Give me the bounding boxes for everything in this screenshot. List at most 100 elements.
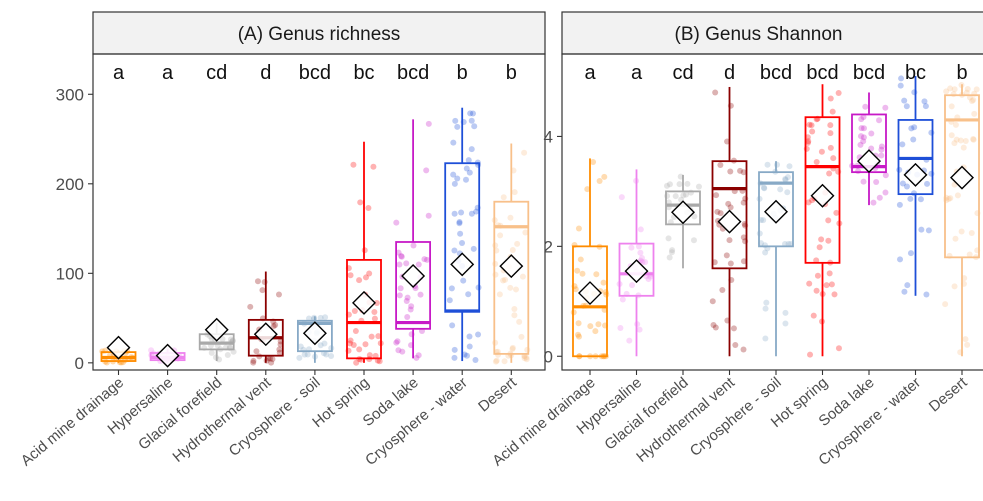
- significance-letter: bcd: [853, 62, 885, 84]
- panel-title: Genus richness: [268, 24, 400, 45]
- data-point: [882, 189, 889, 196]
- data-point: [774, 161, 781, 168]
- mean-marker: [204, 317, 229, 342]
- data-point: [301, 351, 308, 358]
- data-point: [522, 229, 529, 236]
- data-point: [397, 285, 404, 292]
- x-tick-label: Cryosphere - soil: [226, 374, 324, 460]
- data-point: [962, 336, 969, 343]
- data-point: [719, 286, 726, 293]
- data-point: [945, 196, 952, 203]
- data-point: [951, 283, 958, 290]
- data-point: [740, 258, 747, 265]
- data-point: [462, 176, 469, 183]
- significance-letter: cd: [206, 62, 227, 84]
- data-point: [261, 278, 268, 285]
- box: [572, 245, 608, 358]
- data-point: [714, 208, 721, 215]
- data-point: [396, 261, 403, 268]
- box: [395, 241, 432, 330]
- data-point: [818, 148, 825, 155]
- data-point: [227, 336, 234, 343]
- data-point: [366, 352, 373, 359]
- data-point: [595, 321, 602, 328]
- data-point: [276, 349, 283, 356]
- panel-border: [561, 53, 983, 371]
- data-point: [827, 95, 834, 102]
- data-point: [497, 232, 504, 239]
- mean-marker: [671, 200, 695, 225]
- data-point: [727, 260, 734, 267]
- significance-letter: cd: [672, 62, 693, 84]
- data-point: [828, 281, 835, 288]
- data-point: [948, 103, 955, 110]
- data-point: [408, 303, 415, 310]
- data-point: [322, 314, 329, 321]
- data-point: [511, 305, 518, 312]
- data-point: [403, 298, 410, 305]
- data-point: [629, 282, 636, 289]
- data-point: [224, 352, 231, 359]
- data-point: [356, 277, 363, 284]
- data-point: [507, 214, 514, 221]
- data-point: [807, 351, 814, 358]
- significance-letter: b: [956, 62, 967, 84]
- data-point: [943, 88, 950, 95]
- data-point: [964, 86, 971, 93]
- data-point: [254, 278, 261, 285]
- significance-letter: d: [724, 62, 735, 84]
- data-point: [664, 182, 671, 189]
- data-point: [587, 323, 594, 330]
- data-point: [399, 348, 406, 355]
- facet-strip-title: (A) Genus richness: [238, 24, 401, 45]
- data-point: [968, 230, 975, 237]
- data-point: [901, 288, 908, 295]
- data-point: [818, 236, 825, 243]
- data-point: [317, 342, 324, 349]
- data-point: [470, 245, 477, 252]
- data-point: [970, 136, 977, 143]
- data-point: [868, 130, 875, 137]
- data-point: [782, 176, 789, 183]
- data-point: [463, 165, 470, 172]
- mean-marker: [717, 209, 742, 234]
- facet-strip-title: (B) Genus Shannon: [675, 24, 843, 45]
- data-point: [903, 183, 910, 190]
- significance-letter: b: [457, 62, 468, 84]
- data-point: [448, 285, 455, 292]
- mean-marker: [401, 264, 426, 288]
- data-point: [398, 252, 405, 259]
- data-point: [449, 322, 456, 329]
- data-point: [496, 291, 503, 298]
- significance-letter: a: [631, 62, 643, 84]
- data-point: [725, 200, 732, 207]
- data-point: [777, 186, 784, 193]
- data-point: [451, 247, 458, 254]
- data-point: [917, 196, 924, 203]
- data-point: [267, 355, 274, 362]
- data-point: [816, 244, 823, 251]
- data-point: [323, 351, 330, 358]
- data-point: [393, 219, 400, 226]
- box: [758, 171, 794, 248]
- data-point: [296, 354, 303, 361]
- data-point: [347, 337, 354, 344]
- data-point: [823, 282, 830, 289]
- mean-marker: [950, 165, 974, 190]
- data-point: [456, 220, 463, 227]
- data-point: [904, 282, 911, 289]
- data-point: [619, 296, 626, 303]
- data-point: [321, 340, 328, 347]
- data-point: [469, 110, 476, 117]
- data-point: [813, 287, 820, 294]
- data-point: [684, 180, 691, 187]
- data-point: [962, 137, 969, 144]
- significance-letter: b: [506, 62, 517, 84]
- data-point: [882, 172, 889, 179]
- panel-title: Genus Shannon: [705, 24, 842, 45]
- data-point: [717, 210, 724, 217]
